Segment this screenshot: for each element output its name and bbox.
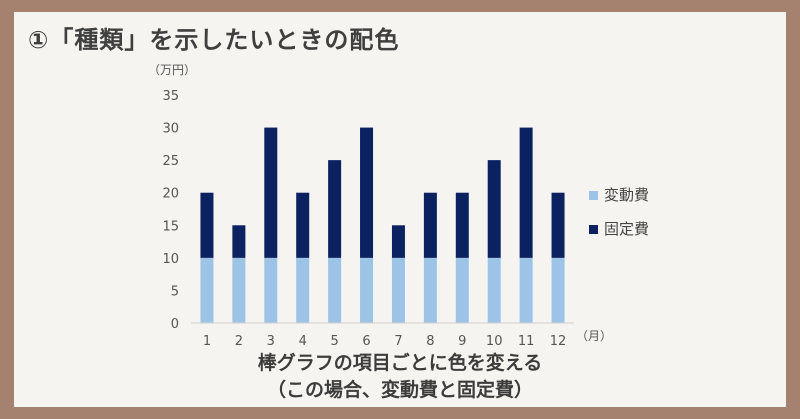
y-tick-label: 20 [162,187,179,202]
y-axis: 0 5 10 15 20 25 30 35 [162,89,179,332]
bar-segment-fixed-1 [200,192,214,258]
x-tick-label: 10 [486,334,503,349]
x-tick-label: 7 [394,334,402,349]
y-tick-label: 30 [162,122,179,137]
bar-segment-fixed-10 [487,160,501,258]
bar-segment-variable-10 [487,257,501,323]
x-tick-label: 8 [426,334,434,349]
legend-label: 変動費 [604,186,649,204]
bar-segment-variable-6 [360,257,374,323]
x-tick-label: 3 [267,334,275,349]
bar-segment-variable-1 [200,257,214,323]
x-tick-label: 5 [330,334,338,349]
y-tick-label: 10 [162,252,179,267]
x-tick-label: 6 [362,334,370,349]
x-axis: 1 2 3 4 5 6 7 8 9 10 11 12 [203,334,566,349]
x-tick-label: 9 [458,334,466,349]
bar-segment-variable-2 [232,257,246,323]
bar-segment-variable-3 [264,257,278,323]
caption-line-2: （この場合、変動費と固定費） [266,379,533,401]
y-tick-label: 5 [171,284,179,299]
x-tick-label: 1 [203,334,211,349]
y-tick-label: 35 [162,89,179,104]
caption-line-1: 棒グラフの項目ごとに色を変える [257,352,543,374]
x-tick-label: 4 [299,334,307,349]
x-tick-label: 11 [518,334,535,349]
bar-segment-fixed-6 [360,127,374,258]
bar-segment-variable-9 [455,257,469,323]
legend-swatch-variable [589,191,598,200]
bar-segment-variable-4 [296,257,310,323]
y-tick-label: 15 [162,219,179,234]
bar-segment-variable-11 [519,257,533,323]
legend-swatch-fixed [589,225,598,234]
page-title: ①「種類」を示したいときの配色 [28,26,400,54]
bars [200,127,565,323]
bar-segment-variable-12 [551,257,565,323]
bar-segment-fixed-12 [551,192,565,258]
legend-label: 固定費 [604,220,649,238]
chart-card: ①「種類」を示したいときの配色 （万円） （月） 0 5 10 15 20 25 30 35 … [14,12,786,407]
y-tick-label: 25 [162,154,179,169]
bar-segment-fixed-4 [296,192,310,258]
bar-segment-variable-8 [423,257,437,323]
x-tick-label: 12 [550,334,567,349]
x-axis-unit: （月） [576,329,612,343]
bar-segment-fixed-3 [264,127,278,258]
bar-segment-fixed-5 [328,160,342,258]
bar-segment-fixed-11 [519,127,533,258]
bar-segment-fixed-2 [232,225,246,258]
x-tick-label: 2 [235,334,243,349]
bar-segment-fixed-8 [423,192,437,258]
y-axis-unit: （万円） [148,63,196,77]
bar-segment-fixed-9 [455,192,469,258]
bar-segment-fixed-7 [391,225,405,258]
bar-segment-variable-7 [391,257,405,323]
bar-segment-variable-5 [328,257,342,323]
y-tick-label: 0 [171,317,179,332]
